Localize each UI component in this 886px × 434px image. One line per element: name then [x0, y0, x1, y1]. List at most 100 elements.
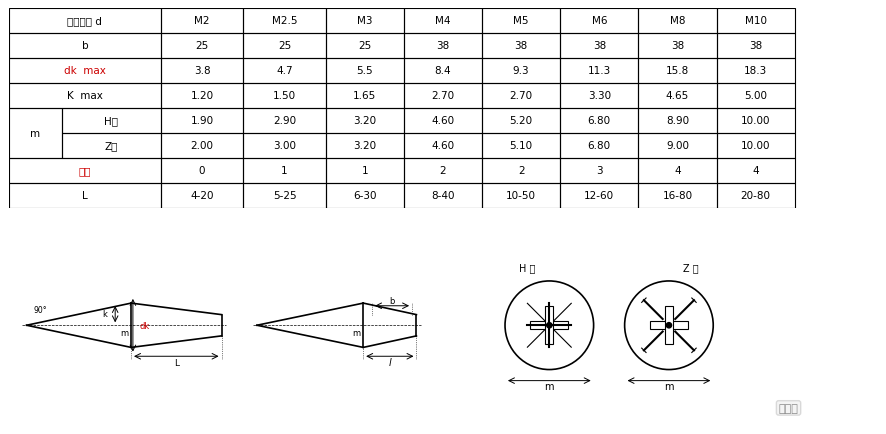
- Bar: [404, 108, 482, 134]
- Text: 38: 38: [749, 41, 762, 51]
- Bar: [326, 158, 404, 183]
- Bar: [9, 9, 160, 33]
- Text: M2.5: M2.5: [272, 16, 298, 26]
- Bar: [404, 134, 482, 158]
- Bar: [326, 83, 404, 108]
- Text: 38: 38: [671, 41, 684, 51]
- Bar: [638, 183, 717, 208]
- Text: 2.90: 2.90: [273, 116, 296, 126]
- Text: 12-60: 12-60: [584, 191, 614, 201]
- Text: m: m: [664, 381, 673, 391]
- Bar: [244, 59, 326, 83]
- Text: 1.65: 1.65: [354, 91, 377, 101]
- Bar: [717, 83, 795, 108]
- Text: 4: 4: [752, 166, 759, 176]
- Text: m: m: [545, 381, 554, 391]
- Bar: [160, 59, 244, 83]
- Bar: [482, 158, 560, 183]
- Bar: [244, 108, 326, 134]
- Bar: [717, 183, 795, 208]
- Bar: [404, 158, 482, 183]
- Text: 3.30: 3.30: [587, 91, 610, 101]
- Text: Z 型: Z 型: [683, 263, 699, 273]
- Text: 2: 2: [439, 166, 447, 176]
- Bar: [531, 322, 568, 329]
- Text: 4.60: 4.60: [431, 116, 455, 126]
- Text: 3.00: 3.00: [273, 141, 296, 151]
- Bar: [244, 158, 326, 183]
- Bar: [62, 134, 160, 158]
- Bar: [638, 59, 717, 83]
- Text: 8.90: 8.90: [666, 116, 689, 126]
- Bar: [638, 33, 717, 59]
- Text: M2: M2: [194, 16, 210, 26]
- Bar: [482, 83, 560, 108]
- Bar: [664, 307, 673, 344]
- Text: 5.5: 5.5: [356, 66, 373, 76]
- Text: 4-20: 4-20: [190, 191, 214, 201]
- Text: m: m: [30, 128, 41, 138]
- Bar: [9, 158, 160, 183]
- Text: dk  max: dk max: [64, 66, 105, 76]
- Text: 15.8: 15.8: [665, 66, 689, 76]
- Text: m: m: [120, 328, 128, 337]
- Text: 4: 4: [674, 166, 680, 176]
- Bar: [326, 134, 404, 158]
- Text: 1: 1: [281, 166, 288, 176]
- Bar: [650, 322, 688, 329]
- Bar: [326, 9, 404, 33]
- Text: 3: 3: [596, 166, 602, 176]
- Bar: [244, 134, 326, 158]
- Bar: [160, 108, 244, 134]
- Text: 18.3: 18.3: [744, 66, 767, 76]
- Bar: [560, 33, 638, 59]
- Bar: [160, 83, 244, 108]
- Text: 3.20: 3.20: [354, 141, 377, 151]
- Bar: [546, 307, 553, 344]
- Text: b: b: [82, 41, 88, 51]
- Bar: [638, 83, 717, 108]
- Bar: [560, 9, 638, 33]
- Text: 10.00: 10.00: [741, 141, 770, 151]
- Text: m: m: [352, 328, 361, 337]
- Bar: [404, 9, 482, 33]
- Text: M6: M6: [592, 16, 607, 26]
- Text: M5: M5: [513, 16, 529, 26]
- Text: 38: 38: [515, 41, 528, 51]
- Bar: [560, 183, 638, 208]
- Text: 4.60: 4.60: [431, 141, 455, 151]
- Text: 9.3: 9.3: [513, 66, 530, 76]
- Text: 2.70: 2.70: [509, 91, 532, 101]
- Text: 2.70: 2.70: [431, 91, 455, 101]
- Text: k: k: [102, 309, 107, 319]
- Bar: [9, 59, 160, 83]
- Bar: [326, 108, 404, 134]
- Bar: [404, 183, 482, 208]
- Text: 11.3: 11.3: [587, 66, 611, 76]
- Bar: [404, 83, 482, 108]
- Text: 25: 25: [196, 41, 209, 51]
- Bar: [560, 59, 638, 83]
- Bar: [244, 9, 326, 33]
- Text: 6.80: 6.80: [587, 141, 610, 151]
- Text: 4.7: 4.7: [276, 66, 293, 76]
- Bar: [244, 33, 326, 59]
- Bar: [9, 33, 160, 59]
- Text: 10.00: 10.00: [741, 116, 770, 126]
- Text: 1.90: 1.90: [190, 116, 214, 126]
- Text: 6-30: 6-30: [354, 191, 377, 201]
- Text: 38: 38: [593, 41, 606, 51]
- Text: 9.00: 9.00: [666, 141, 689, 151]
- Text: M3: M3: [357, 16, 373, 26]
- Bar: [160, 9, 244, 33]
- Bar: [9, 108, 62, 158]
- Text: L: L: [174, 358, 179, 367]
- Text: 6.80: 6.80: [587, 116, 610, 126]
- Bar: [717, 33, 795, 59]
- Bar: [62, 108, 160, 134]
- Bar: [717, 158, 795, 183]
- Bar: [244, 83, 326, 108]
- Text: 1.20: 1.20: [190, 91, 214, 101]
- Text: 10-50: 10-50: [506, 191, 536, 201]
- Bar: [244, 183, 326, 208]
